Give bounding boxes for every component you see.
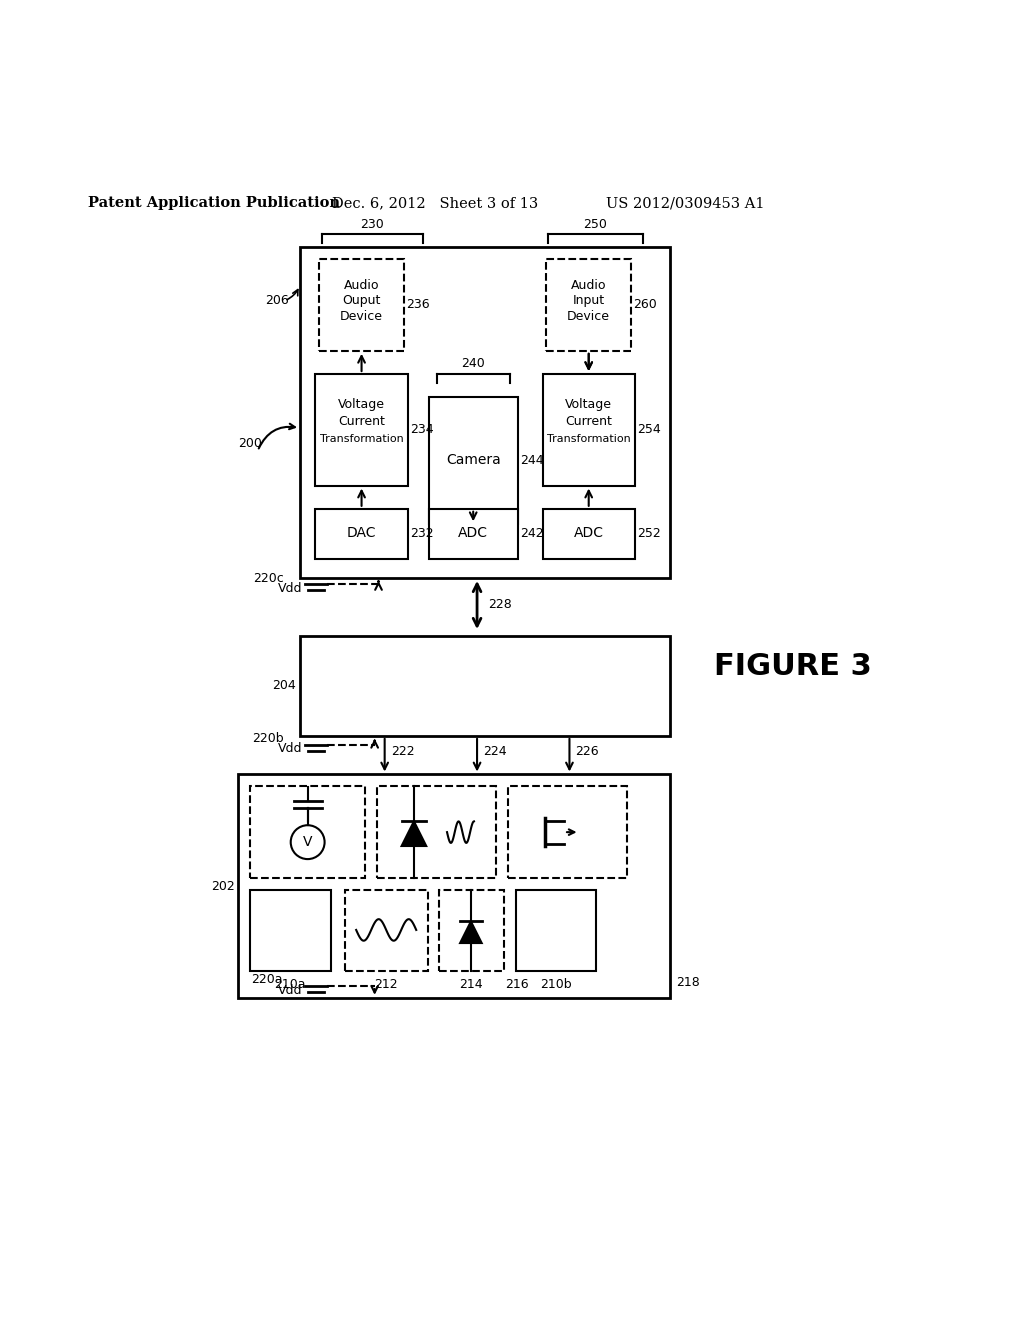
Bar (250, 785, 366, 878)
Text: 240: 240 (462, 356, 485, 370)
Text: 214: 214 (459, 978, 482, 991)
Bar (377, 785, 497, 878)
Text: ADC: ADC (573, 527, 604, 540)
Text: 236: 236 (407, 298, 430, 312)
Bar (239, 775, 670, 998)
Polygon shape (460, 921, 481, 942)
Text: ADC: ADC (458, 527, 488, 540)
Text: 210b: 210b (540, 978, 571, 991)
Text: 228: 228 (488, 598, 512, 611)
Text: Ouput: Ouput (342, 294, 381, 308)
Text: 232: 232 (410, 527, 434, 540)
Text: Voltage: Voltage (565, 399, 612, 412)
Text: 234: 234 (410, 422, 434, 436)
Text: Transformation: Transformation (319, 434, 403, 444)
Bar (315, 374, 408, 486)
Text: 202: 202 (211, 879, 234, 892)
Text: Current: Current (338, 416, 385, 428)
Text: Current: Current (565, 416, 612, 428)
Bar (319, 259, 403, 351)
Text: 216: 216 (505, 978, 529, 991)
Bar (438, 890, 504, 970)
Text: 210a: 210a (274, 978, 306, 991)
Polygon shape (401, 821, 426, 846)
Text: 204: 204 (272, 680, 296, 693)
Bar (508, 785, 628, 878)
Text: Vdd: Vdd (278, 983, 302, 997)
Text: DAC: DAC (347, 527, 376, 540)
Text: Dec. 6, 2012   Sheet 3 of 13: Dec. 6, 2012 Sheet 3 of 13 (332, 197, 538, 210)
Text: Audio: Audio (344, 279, 379, 292)
Text: Transformation: Transformation (547, 434, 631, 444)
Text: Vdd: Vdd (278, 582, 302, 594)
Bar (345, 890, 428, 970)
Text: 206: 206 (265, 294, 289, 308)
Text: V: V (303, 836, 312, 849)
Text: 260: 260 (634, 298, 657, 312)
Bar (429, 508, 518, 558)
Bar (250, 890, 331, 970)
Text: 220c: 220c (253, 572, 284, 585)
Text: US 2012/0309453 A1: US 2012/0309453 A1 (606, 197, 764, 210)
Bar (300, 636, 670, 737)
Text: FIGURE 3: FIGURE 3 (714, 652, 871, 681)
Bar (543, 508, 635, 558)
Text: Patent Application Publication: Patent Application Publication (88, 197, 340, 210)
Bar (315, 508, 408, 558)
Text: 244: 244 (520, 454, 544, 467)
Text: Device: Device (567, 310, 610, 323)
Text: 220b: 220b (252, 733, 284, 746)
Text: Voltage: Voltage (338, 399, 385, 412)
Text: 252: 252 (637, 527, 660, 540)
Bar (429, 397, 518, 524)
Text: 250: 250 (583, 218, 607, 231)
Text: Vdd: Vdd (278, 742, 302, 755)
Bar (300, 247, 670, 578)
Text: Device: Device (340, 310, 383, 323)
Bar (547, 259, 631, 351)
Text: 220a: 220a (251, 973, 283, 986)
Text: 224: 224 (483, 744, 507, 758)
Text: 230: 230 (360, 218, 384, 231)
Text: 212: 212 (375, 978, 398, 991)
Bar (543, 374, 635, 486)
Text: Audio: Audio (571, 279, 606, 292)
Text: 200: 200 (238, 437, 262, 450)
Text: 226: 226 (575, 744, 599, 758)
Text: 222: 222 (391, 744, 415, 758)
Text: 218: 218 (676, 975, 699, 989)
Bar (515, 890, 596, 970)
Text: 242: 242 (520, 527, 544, 540)
Text: Input: Input (572, 294, 605, 308)
Text: Camera: Camera (445, 453, 501, 467)
Text: 254: 254 (637, 422, 660, 436)
